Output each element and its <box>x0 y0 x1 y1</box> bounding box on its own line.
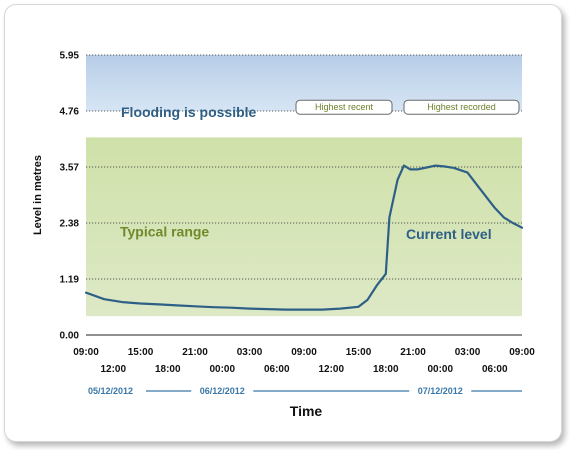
x-tick-label: 00:00 <box>209 364 235 375</box>
flooding-band-label: Flooding is possible <box>121 104 257 120</box>
x-tick-label: 03:00 <box>237 347 263 358</box>
x-tick-labels: 09:00 15:00 21:00 03:00 09:00 15:00 21:00 03:00… <box>73 347 535 375</box>
x-tick-label: 06:00 <box>264 364 290 375</box>
y-tick-label: 3.57 <box>60 163 80 174</box>
x-tick-label: 18:00 <box>155 364 181 375</box>
date-label: 05/12/2012 <box>88 386 133 396</box>
x-tick-label: 09:00 <box>291 347 317 358</box>
y-tick-label: 0.00 <box>60 331 80 342</box>
highest-recent-label: Highest recent <box>315 102 374 112</box>
y-tick-label: 5.95 <box>60 51 80 62</box>
x-tick-label: 06:00 <box>482 364 508 375</box>
current-level-label: Current level <box>406 226 492 242</box>
x-tick-label: 21:00 <box>400 347 426 358</box>
y-tick-label: 2.38 <box>60 219 80 230</box>
highest-recent-badge-box <box>295 99 393 115</box>
x-tick-label: 09:00 <box>509 347 535 358</box>
highest-recorded-badge: Highest recorded <box>403 99 520 115</box>
date-label: 07/12/2012 <box>418 386 463 396</box>
current-level-line <box>84 164 524 311</box>
x-tick-label: 18:00 <box>373 364 399 375</box>
x-tick-label: 12:00 <box>100 364 126 375</box>
x-tick-label: 00:00 <box>427 364 453 375</box>
highest-recent-badge: Highest recent <box>295 99 393 115</box>
x-tick-label: 15:00 <box>128 347 154 358</box>
x-tick-label: 21:00 <box>182 347 208 358</box>
highest-recorded-label: Highest recorded <box>427 102 496 112</box>
highest-recorded-badge-box <box>403 99 520 115</box>
bands-layer <box>86 55 522 317</box>
y-tick-label: 4.76 <box>60 107 80 118</box>
x-tick-label: 12:00 <box>318 364 344 375</box>
date-label: 06/12/2012 <box>200 386 245 396</box>
y-tick-label: 1.19 <box>60 275 80 286</box>
x-tick-label: 03:00 <box>455 347 481 358</box>
typical-range-band-label: Typical range <box>120 223 209 239</box>
x-axis-title: Time <box>290 403 323 419</box>
date-axis: 05/12/2012 06/12/2012 07/12/2012 <box>88 386 522 396</box>
x-tick-label: 15:00 <box>346 347 372 358</box>
x-tick-label: 09:00 <box>73 347 99 358</box>
y-tick-labels: 0.00 1.19 2.38 3.57 4.76 5.95 <box>60 51 80 342</box>
y-axis-title: Level in metres <box>32 155 44 235</box>
